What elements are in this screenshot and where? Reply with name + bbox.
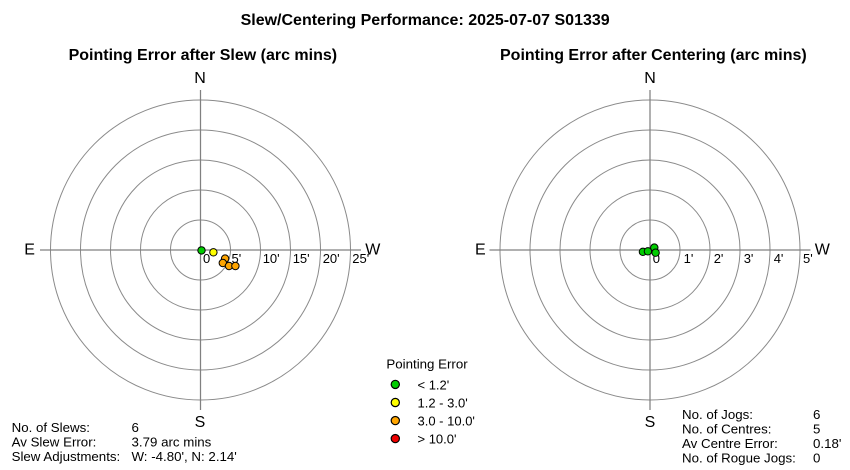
svg-text:W: -4.80', N: 2.14': W: -4.80', N: 2.14': [132, 449, 237, 464]
svg-text:No. of Jogs:: No. of Jogs:: [682, 407, 753, 422]
svg-text:S: S: [645, 414, 656, 431]
svg-text:No. of Centres:: No. of Centres:: [682, 421, 771, 436]
svg-text:3.0 - 10.0': 3.0 - 10.0': [418, 414, 475, 429]
svg-text:< 1.2': < 1.2': [418, 377, 450, 392]
svg-text:No. of Rogue Jogs:: No. of Rogue Jogs:: [682, 451, 796, 466]
svg-text:No. of Slews:: No. of Slews:: [12, 420, 90, 435]
svg-text:25': 25': [352, 251, 369, 266]
svg-text:10': 10': [263, 251, 280, 266]
svg-text:3.79 arc mins: 3.79 arc mins: [132, 434, 212, 449]
svg-text:1.2 - 3.0': 1.2 - 3.0': [418, 395, 468, 410]
svg-text:E: E: [24, 242, 35, 259]
svg-text:S: S: [195, 414, 206, 431]
svg-text:2': 2': [714, 251, 724, 266]
svg-text:5: 5: [813, 421, 820, 436]
svg-text:20': 20': [323, 251, 340, 266]
svg-text:N: N: [644, 70, 656, 87]
svg-text:1': 1': [684, 251, 694, 266]
svg-text:Av Slew Error:: Av Slew Error:: [12, 434, 97, 449]
svg-text:E: E: [475, 242, 486, 259]
svg-text:6: 6: [132, 420, 139, 435]
svg-text:0: 0: [653, 251, 660, 266]
svg-text:Pointing Error after Centering: Pointing Error after Centering (arc mins…: [500, 47, 807, 64]
svg-text:Slew Adjustments:: Slew Adjustments:: [12, 449, 121, 464]
svg-text:15': 15': [293, 251, 310, 266]
svg-text:4': 4': [774, 251, 784, 266]
svg-text:> 10.0': > 10.0': [418, 432, 457, 447]
svg-text:Pointing Error: Pointing Error: [386, 357, 468, 372]
svg-text:0: 0: [203, 251, 210, 266]
svg-text:0.18': 0.18': [813, 436, 841, 451]
svg-text:5': 5': [803, 251, 813, 266]
svg-text:Av Centre Error:: Av Centre Error:: [682, 436, 778, 451]
svg-text:W: W: [365, 242, 381, 259]
svg-text:W: W: [815, 242, 831, 259]
svg-text:Slew/Centering Performance: 20: Slew/Centering Performance: 2025-07-07 S…: [241, 12, 610, 29]
svg-text:3': 3': [744, 251, 754, 266]
svg-text:N: N: [194, 70, 206, 87]
svg-text:Pointing Error after Slew (arc: Pointing Error after Slew (arc mins): [69, 47, 338, 64]
svg-text:0: 0: [813, 451, 820, 466]
svg-text:5': 5': [232, 251, 242, 266]
svg-text:6: 6: [813, 407, 820, 422]
